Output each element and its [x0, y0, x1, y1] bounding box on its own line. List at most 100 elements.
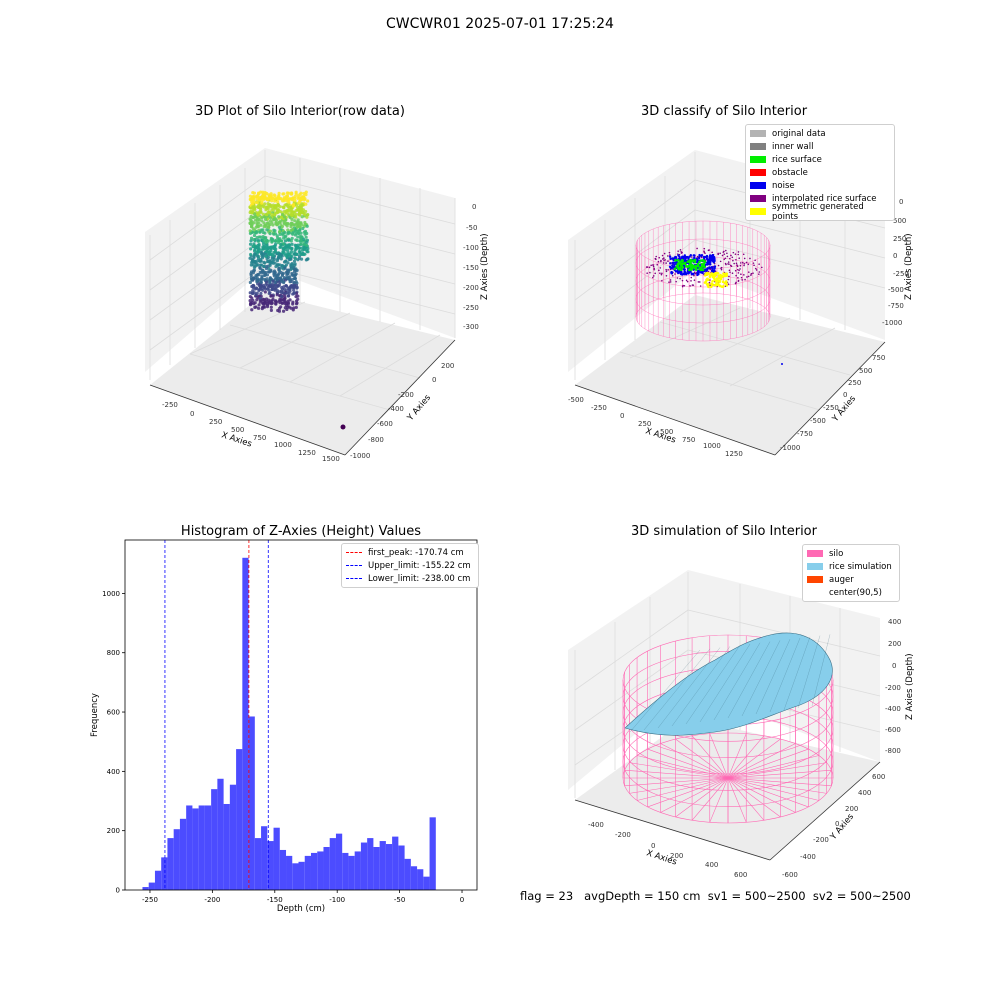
classify-legend-swatch [750, 195, 766, 202]
interpolated-surface-point [720, 266, 723, 269]
rice-surface-point [674, 259, 677, 262]
raw-data-point [305, 224, 309, 228]
sim-ztick: 0 [892, 662, 896, 670]
histogram-xtick-label: -200 [204, 896, 220, 904]
raw-data-point [273, 244, 277, 248]
raw-data-point [290, 242, 294, 246]
raw-data-point [285, 276, 289, 280]
sim-xtick: 200 [670, 852, 683, 860]
noise-point [706, 263, 709, 266]
sim-silo-floor-spoke [727, 777, 747, 823]
raw-data-point [250, 222, 254, 227]
sim-surface-mesh-line [643, 648, 711, 731]
raw-ztick: -50 [466, 224, 477, 232]
raw-data-point [296, 218, 300, 222]
interpolated-surface-point [723, 258, 725, 261]
sim-silo-floor-spoke [629, 762, 729, 779]
interpolated-surface-point [667, 255, 669, 257]
rice-surface-point [696, 262, 700, 266]
sim-silo-floor-spoke [675, 777, 729, 818]
raw-ztick: -150 [463, 264, 479, 272]
raw-data-point [252, 284, 256, 288]
classify-legend-label: original data [772, 128, 826, 139]
raw-ztick: -100 [463, 244, 479, 252]
noise-point [711, 260, 715, 263]
sim-silo-floor-spoke [624, 777, 729, 787]
interpolated-surface-point [658, 256, 661, 259]
interpolated-surface-point [737, 276, 739, 279]
raw-data-point [277, 194, 281, 199]
symmetric-generated-point [711, 283, 714, 287]
noise-point [705, 261, 709, 264]
histogram-ytick-label: 0 [116, 887, 120, 895]
sim-silo-floor-spoke [727, 777, 796, 813]
interpolated-surface-point [735, 258, 737, 261]
interpolated-surface-point [693, 271, 696, 274]
raw-data-point [306, 250, 310, 254]
raw-data-point [284, 253, 288, 257]
interpolated-surface-point [661, 272, 663, 275]
interpolated-surface-point [683, 284, 686, 287]
interpolated-surface-point [741, 279, 743, 281]
histogram-bar [179, 818, 187, 890]
noise-point [700, 254, 703, 258]
interpolated-surface-point [752, 262, 755, 264]
raw-data-point [306, 213, 310, 217]
raw-data-point [255, 286, 259, 291]
interpolated-surface-point [656, 263, 659, 266]
interpolated-surface-point [663, 252, 666, 255]
raw-data-point [294, 190, 298, 194]
rice-surface-point [691, 264, 695, 268]
rice-surface-point [693, 265, 697, 268]
raw-data-point [252, 194, 256, 198]
raw-ztick: 0 [472, 203, 476, 211]
histogram-bar [267, 841, 274, 890]
raw-data-point [296, 243, 300, 247]
classify-xtick: 0 [620, 412, 624, 420]
raw-data-point [296, 258, 300, 262]
histogram-bar [379, 841, 386, 890]
sim-ytick: 200 [845, 805, 858, 813]
raw-data-point [256, 249, 260, 254]
classify-xtick: -500 [568, 396, 584, 404]
raw-data-point [283, 266, 287, 270]
raw-data-point [253, 252, 257, 256]
histogram-bar [142, 887, 149, 890]
raw-data-point [301, 196, 305, 200]
raw-data-point [288, 278, 292, 282]
raw-data-point [265, 259, 270, 264]
symmetric-generated-point [706, 277, 709, 281]
interpolated-surface-point [758, 273, 760, 275]
raw-data-point [282, 247, 286, 251]
raw-data-point [267, 291, 271, 296]
raw-data-point [258, 259, 263, 263]
histogram-bar [154, 870, 162, 890]
raw-data-point [262, 260, 266, 264]
sim-silo-floor-spoke [727, 777, 809, 808]
interpolated-surface-point [752, 272, 754, 274]
interpolated-surface-point [717, 264, 720, 267]
noise-point [683, 271, 686, 274]
classify-outlier-point [781, 363, 783, 365]
interpolated-surface-point [652, 265, 655, 268]
raw-data-point [259, 248, 263, 252]
interpolated-surface-point [655, 255, 658, 258]
raw-data-point [248, 229, 252, 233]
noise-point [677, 254, 680, 257]
raw-data-point [258, 230, 262, 234]
rice-surface-point [688, 268, 691, 272]
interpolated-surface-point [734, 269, 737, 272]
raw-data-point [256, 243, 260, 248]
raw-data-point [265, 206, 269, 210]
raw-data-point [277, 220, 282, 224]
raw-data-point [289, 191, 294, 195]
interpolated-surface-point [727, 263, 729, 265]
raw-data-point [268, 229, 273, 233]
sim-legend-entry: rice simulation [807, 560, 895, 573]
histogram-bar [173, 829, 180, 890]
raw-data-point [288, 275, 292, 279]
raw-data-point [263, 231, 267, 235]
raw-data-point [255, 235, 259, 240]
raw-data-point [257, 197, 261, 201]
raw-data-point [265, 238, 269, 243]
